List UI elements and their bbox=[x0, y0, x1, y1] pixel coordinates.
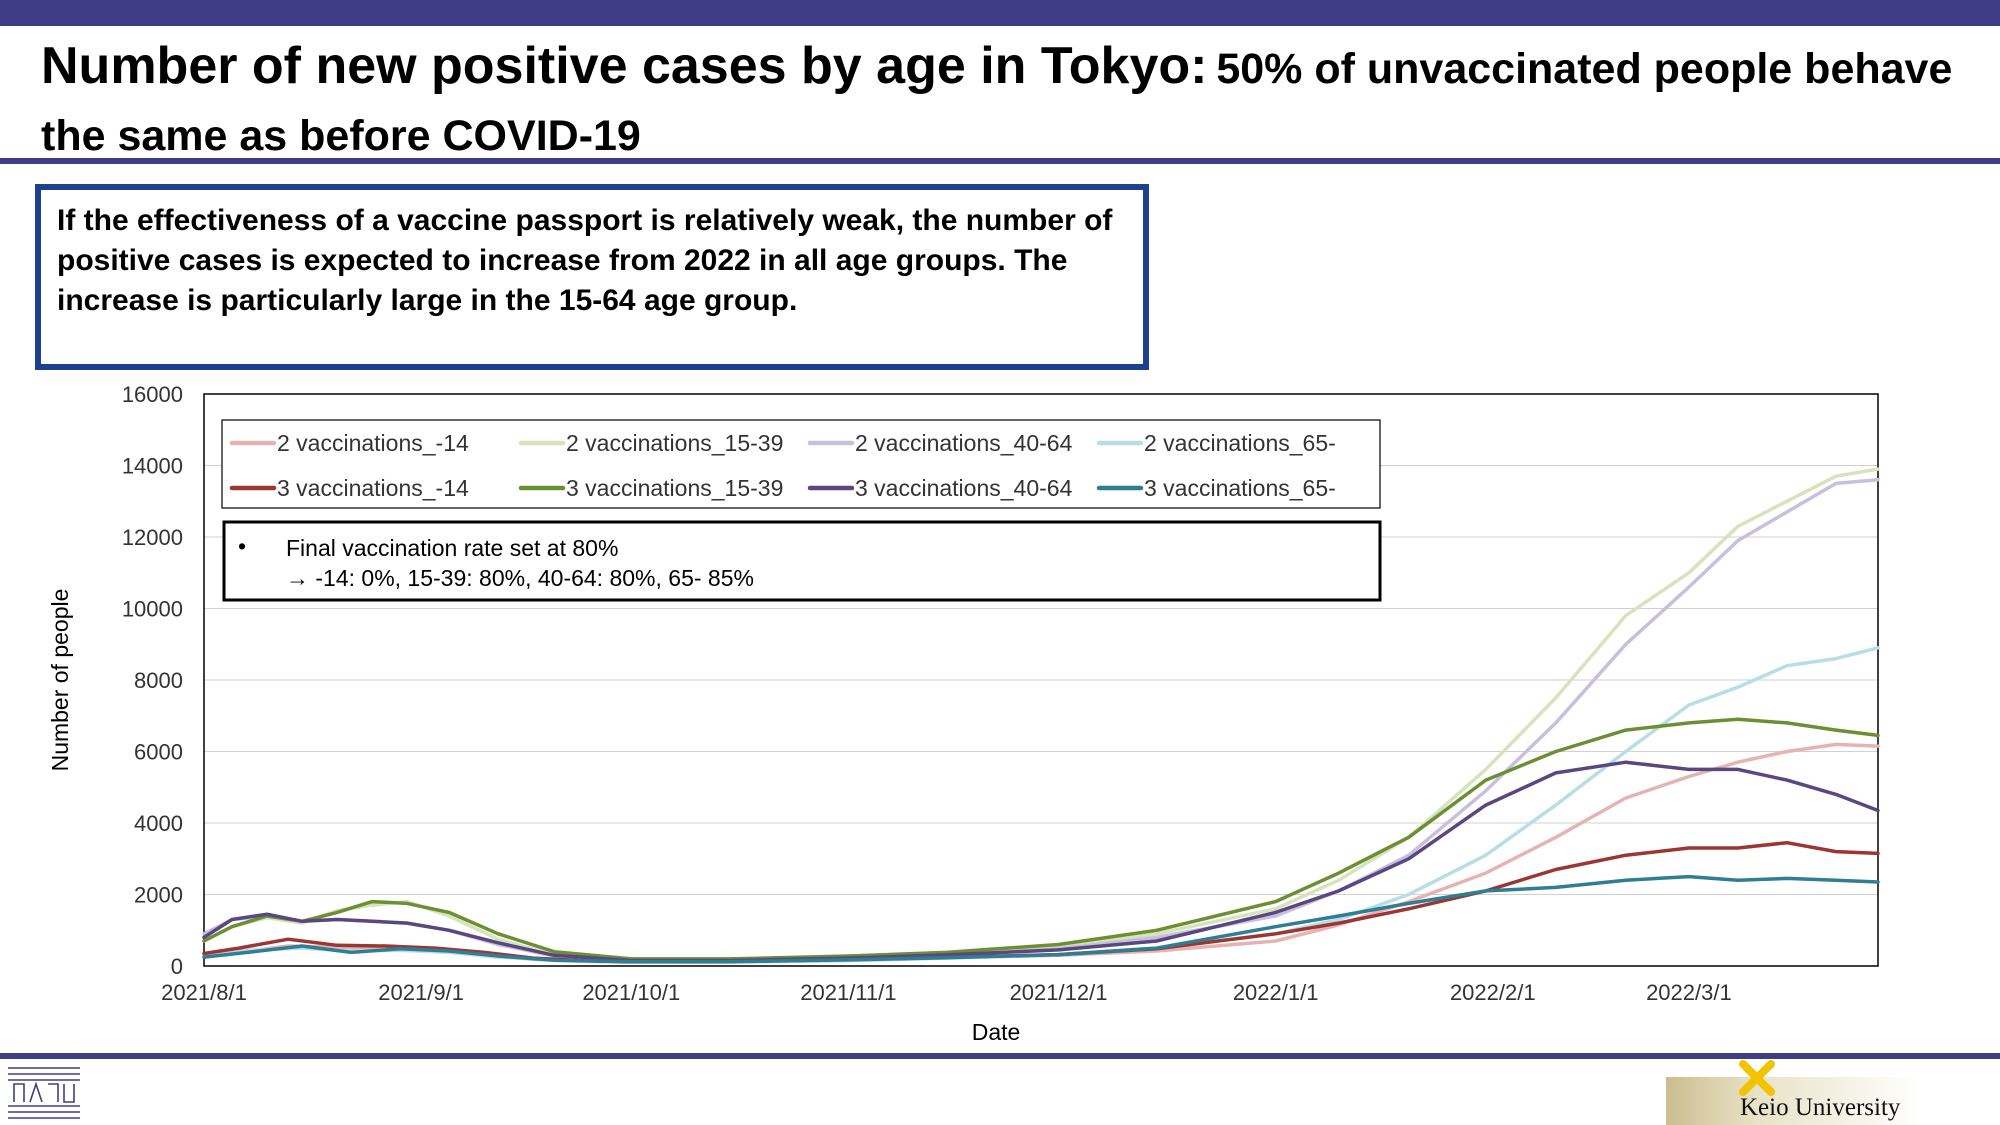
legend: 2 vaccinations_-14 2 vaccinations_15-39 2 … bbox=[221, 419, 1381, 509]
legend-label: 3 vaccinations_15-39 bbox=[566, 475, 783, 501]
title-subtitle: 50% of unvaccinated people behave the sa… bbox=[41, 45, 1953, 160]
annotation-line-2: → -14: 0%, 15-39: 80%, 40-64: 80%, 65- 8… bbox=[286, 565, 754, 591]
x-tick-label: 2021/9/1 bbox=[378, 980, 464, 1005]
keio-logo: Keio University bbox=[1666, 1060, 1920, 1125]
annotation-bullet: • bbox=[238, 533, 246, 559]
x-axis-label: Date bbox=[972, 1019, 1021, 1045]
legend-label: 2 vaccinations_-14 bbox=[277, 430, 469, 456]
plot-area bbox=[203, 393, 1879, 967]
top-header-bar bbox=[0, 0, 2000, 26]
legend-label: 3 vaccinations_-14 bbox=[277, 475, 469, 501]
series-line bbox=[202, 717, 1880, 961]
annotation-line-1: Final vaccination rate set at 80% bbox=[286, 535, 618, 561]
x-tick-label: 2021/8/1 bbox=[161, 980, 247, 1005]
y-tick-label: 0 bbox=[171, 954, 183, 979]
title-main: Number of new positive cases by age in T… bbox=[41, 37, 1208, 95]
summary-box: If the effectiveness of a vaccine passpo… bbox=[35, 184, 1149, 370]
line-chart: 0 2000 4000 6000 8000 10000 12000 14000 16000 20… bbox=[47, 382, 1880, 1045]
series-line bbox=[202, 874, 1880, 964]
university-name: Keio University bbox=[1740, 1094, 1901, 1121]
legend-label: 2 vaccinations_15-39 bbox=[566, 430, 783, 456]
y-tick-label: 8000 bbox=[134, 668, 183, 693]
legend-label: 3 vaccinations_40-64 bbox=[855, 475, 1073, 501]
legend-box bbox=[221, 419, 1381, 509]
title-divider bbox=[0, 158, 2000, 164]
y-tick-label: 2000 bbox=[134, 883, 183, 908]
footer-divider bbox=[0, 1053, 2000, 1059]
y-tick-label: 10000 bbox=[122, 597, 183, 622]
legend-label: 2 vaccinations_65- bbox=[1144, 430, 1336, 456]
slide-title: Number of new positive cases by age in T… bbox=[41, 34, 1961, 171]
series-line bbox=[202, 840, 1880, 964]
x-axis-ticks: 2021/8/1 2021/9/1 2021/10/1 2021/11/1 2021/1… bbox=[161, 980, 1732, 1005]
y-axis-label: Number of people bbox=[47, 589, 73, 772]
lab-logo-icon bbox=[8, 1067, 80, 1119]
y-tick-label: 12000 bbox=[122, 525, 183, 550]
summary-text: If the effectiveness of a vaccine passpo… bbox=[57, 204, 1113, 317]
y-tick-label: 6000 bbox=[134, 740, 183, 765]
y-tick-label: 14000 bbox=[122, 454, 183, 479]
x-tick-label: 2021/12/1 bbox=[1010, 980, 1108, 1005]
x-tick-label: 2021/11/1 bbox=[800, 980, 896, 1005]
series-lines bbox=[202, 467, 1880, 964]
legend-label: 3 vaccinations_65- bbox=[1144, 475, 1336, 501]
y-tick-label: 16000 bbox=[122, 382, 183, 407]
legend-label: 2 vaccinations_40-64 bbox=[855, 430, 1073, 456]
series-line bbox=[202, 742, 1880, 964]
x-tick-label: 2021/10/1 bbox=[582, 980, 680, 1005]
y-axis-ticks: 0 2000 4000 6000 8000 10000 12000 14000 16000 bbox=[122, 382, 183, 979]
y-tick-label: 4000 bbox=[134, 811, 183, 836]
series-line bbox=[202, 760, 1880, 963]
x-tick-label: 2022/1/1 bbox=[1233, 980, 1319, 1005]
keio-pen-mark-icon bbox=[1739, 1060, 1775, 1096]
x-tick-label: 2022/3/1 bbox=[1646, 980, 1732, 1005]
x-tick-label: 2022/2/1 bbox=[1450, 980, 1536, 1005]
legend-items: 2 vaccinations_-14 2 vaccinations_15-39 2 … bbox=[229, 430, 1336, 501]
annotation-box bbox=[222, 520, 1382, 602]
annotation: • Final vaccination rate set at 80% → -1… bbox=[222, 520, 1382, 602]
